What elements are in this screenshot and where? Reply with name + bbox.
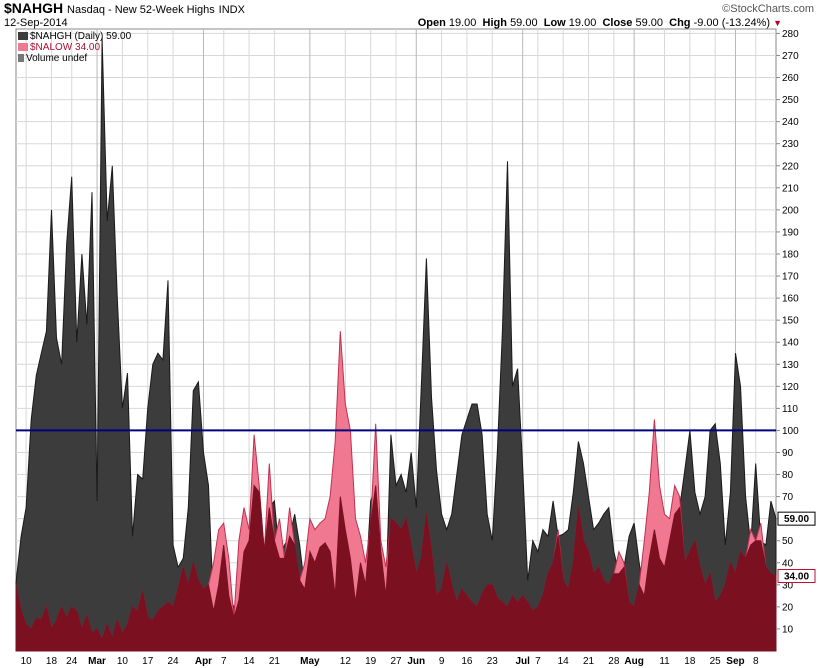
x-tick-label: 21 — [583, 656, 595, 667]
y-tick-label: 270 — [782, 51, 799, 62]
y-tick-label: 160 — [782, 294, 799, 305]
symbol: $NAHGH — [4, 0, 64, 16]
open-value: 19.00 — [448, 17, 477, 29]
y-tick-label: 90 — [782, 448, 794, 459]
y-tick-label: 230 — [782, 139, 799, 150]
legend-lows-label: $NALOW 34.00 — [30, 42, 101, 53]
last-value-box — [777, 511, 816, 526]
y-tick-label: 220 — [782, 161, 799, 172]
close-value: 59.00 — [635, 17, 663, 29]
x-tick-label: 16 — [461, 656, 473, 667]
y-tick-label: 100 — [782, 426, 799, 437]
y-tick-label: 140 — [782, 338, 799, 349]
x-tick-label: 24 — [168, 656, 180, 667]
x-tick-label: Jun — [407, 656, 425, 667]
x-tick-label: 18 — [46, 656, 58, 667]
y-tick-label: 260 — [782, 73, 799, 84]
x-tick-label: May — [300, 656, 320, 667]
x-tick-label: 28 — [608, 656, 620, 667]
legend: $NAHGH (Daily) 59.00 $NALOW 34.00 Volume… — [18, 31, 131, 64]
y-tick-label: 120 — [782, 382, 799, 393]
close-label: Close — [602, 17, 633, 29]
x-tick-label: 25 — [710, 656, 722, 667]
x-tick-label: Sep — [726, 656, 744, 667]
legend-volume-label: Volume undef — [26, 53, 88, 64]
y-tick-label: 210 — [782, 183, 799, 194]
y-tick-label: 130 — [782, 360, 799, 371]
x-tick-label: 10 — [21, 656, 33, 667]
legend-item-highs: $NAHGH (Daily) 59.00 — [18, 31, 131, 42]
last-value-label: 59.00 — [784, 514, 809, 525]
area-icon — [18, 32, 28, 41]
y-tick-label: 170 — [782, 272, 799, 283]
y-tick-label: 110 — [782, 404, 798, 415]
y-tick-label: 40 — [782, 558, 794, 569]
x-tick-label: Aug — [624, 656, 643, 667]
exchange: INDX — [218, 4, 245, 16]
high-label: High — [482, 17, 507, 29]
x-tick-label: 21 — [269, 656, 281, 667]
legend-item-volume: Volume undef — [18, 53, 131, 64]
x-tick-label: 7 — [535, 656, 541, 667]
x-tick-label: 7 — [221, 656, 227, 667]
low-label: Low — [543, 17, 566, 29]
y-tick-label: 250 — [782, 95, 799, 106]
x-tick-label: 11 — [659, 656, 670, 667]
y-tick-label: 280 — [782, 29, 799, 40]
x-tick-label: 8 — [753, 656, 759, 667]
x-tick-label: 24 — [66, 656, 78, 667]
x-tick-label: 27 — [390, 656, 402, 667]
y-tick-label: 10 — [782, 624, 794, 635]
x-tick-label: Mar — [88, 656, 106, 667]
y-tick-label: 150 — [782, 316, 799, 327]
x-tick-label: 23 — [487, 656, 499, 667]
x-tick-label: 14 — [558, 656, 570, 667]
low-value: 19.00 — [568, 17, 597, 29]
description: Nasdaq - New 52-Week Highs — [67, 4, 215, 16]
open-label: Open — [417, 17, 446, 29]
down-triangle-icon: ▼ — [773, 18, 782, 28]
overlap-area — [15, 484, 777, 652]
x-tick-label: 14 — [244, 656, 256, 667]
high-value: 59.00 — [510, 17, 538, 29]
brand-watermark: ©StockCharts.com — [722, 3, 814, 15]
last-value-label: 34.00 — [784, 572, 809, 583]
x-tick-label: Jul — [515, 656, 530, 667]
y-tick-label: 70 — [782, 492, 794, 503]
x-tick-label: 9 — [439, 656, 445, 667]
y-tick-label: 50 — [782, 536, 794, 547]
legend-highs-label: $NAHGH (Daily) 59.00 — [30, 31, 132, 42]
y-tick-label: 200 — [782, 205, 799, 216]
area-icon — [18, 43, 28, 52]
x-tick-label: 10 — [117, 656, 129, 667]
y-tick-label: 30 — [782, 580, 794, 591]
x-tick-label: 17 — [142, 656, 154, 667]
y-tick-label: 180 — [782, 249, 799, 260]
ohlc-readout: Open 19.00 High 59.00 Low 19.00 Close 59… — [418, 17, 782, 29]
y-tick-label: 20 — [782, 602, 794, 613]
x-tick-label: 18 — [684, 656, 696, 667]
x-tick-label: Apr — [195, 656, 212, 667]
x-tick-label: 12 — [340, 656, 352, 667]
chg-value: -9.00 (-13.24%) — [693, 17, 771, 29]
chart-date: 12-Sep-2014 — [4, 17, 68, 29]
last-value-box — [777, 569, 816, 584]
legend-item-lows: $NALOW 34.00 — [18, 42, 131, 53]
bar-icon — [18, 54, 24, 63]
chg-label: Chg — [669, 17, 691, 29]
x-tick-label: 19 — [365, 656, 377, 667]
y-tick-label: 190 — [782, 227, 799, 238]
y-tick-label: 240 — [782, 117, 799, 128]
y-tick-label: 80 — [782, 470, 794, 481]
chart-title: $NAHGH Nasdaq - New 52-Week Highs INDX — [4, 0, 245, 16]
